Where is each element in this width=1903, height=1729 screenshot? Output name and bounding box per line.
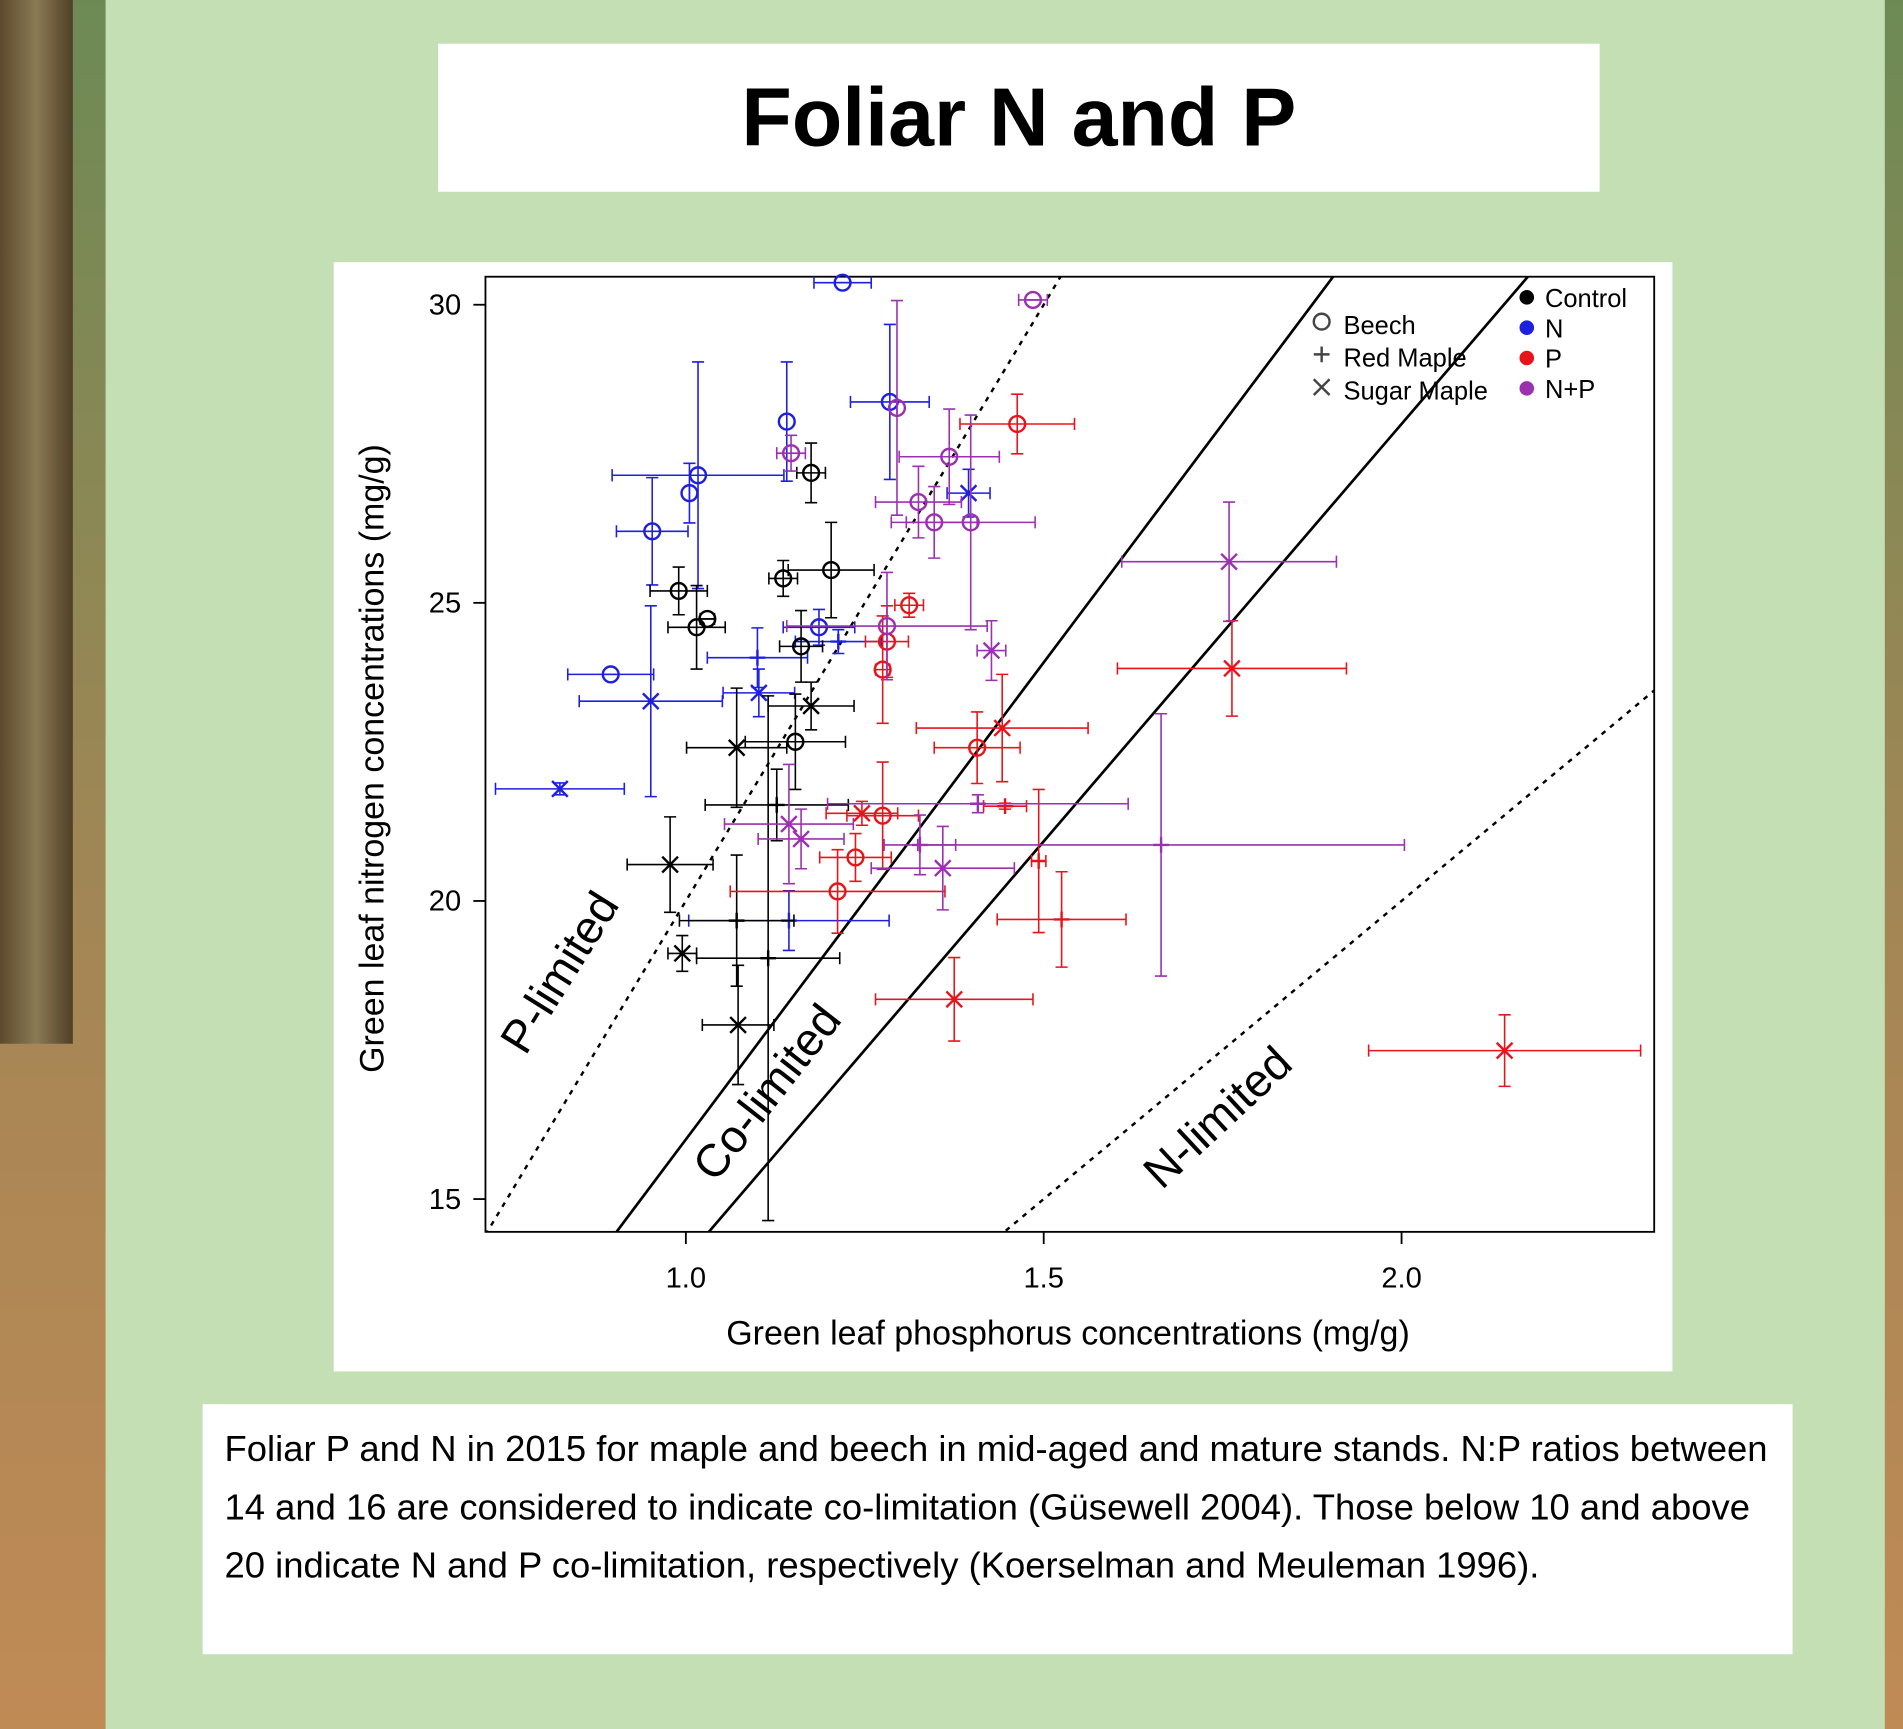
caption: Foliar P and N in 2015 for maple and bee… [203, 1404, 1793, 1654]
y-tick-label: 30 [429, 289, 461, 321]
y-error-bar [683, 463, 695, 523]
legend-swatch [1519, 320, 1534, 335]
point [912, 837, 928, 853]
legend-symbol [1314, 379, 1330, 395]
x-tick-label: 2.0 [1381, 1263, 1421, 1295]
legend-symbol [1314, 314, 1330, 330]
point [729, 913, 745, 929]
legend-label: P [1545, 346, 1562, 374]
ratio-line [485, 129, 1654, 1492]
x-tick-label: 1.5 [1023, 1263, 1063, 1295]
slide: Foliar N and P 1.01.52.015202530Green le… [0, 0, 1903, 1729]
ratio-line [485, 0, 1654, 1407]
legend-swatch [1519, 290, 1534, 305]
legend-swatch [1519, 351, 1534, 366]
legend-label: Sugar Maple [1344, 377, 1488, 405]
legend-label: N+P [1545, 376, 1595, 404]
region-label: N-limited [1133, 1036, 1302, 1198]
legend-label: N [1545, 315, 1563, 343]
y-error-bar [891, 301, 903, 516]
legend-label: Beech [1344, 312, 1416, 340]
page: Foliar N and P 1.01.52.015202530Green le… [0, 0, 1903, 1729]
y-tick-label: 15 [429, 1184, 461, 1216]
y-tick-label: 25 [429, 588, 461, 620]
point [1054, 912, 1070, 928]
plot-frame [485, 277, 1654, 1232]
point [750, 650, 766, 666]
x-axis-label: Green leaf phosphorus concentrations (mg… [726, 1315, 1410, 1353]
point [769, 797, 785, 813]
ratio-line [485, 0, 1654, 1235]
legend-swatch [1519, 381, 1534, 396]
region-label: Co-limited [682, 994, 851, 1190]
legend-label: Red Maple [1344, 345, 1467, 373]
point [997, 798, 1013, 814]
point [760, 950, 776, 966]
y-axis-label: Green leaf nitrogen concentrations (mg/g… [354, 444, 392, 1073]
x-tick-label: 1.0 [666, 1263, 706, 1295]
legend-label: Control [1545, 285, 1627, 313]
legend-symbol [1314, 346, 1330, 362]
point [830, 634, 846, 650]
y-tick-label: 20 [429, 886, 461, 918]
region-label: P-limited [490, 882, 629, 1062]
point [1153, 837, 1169, 853]
